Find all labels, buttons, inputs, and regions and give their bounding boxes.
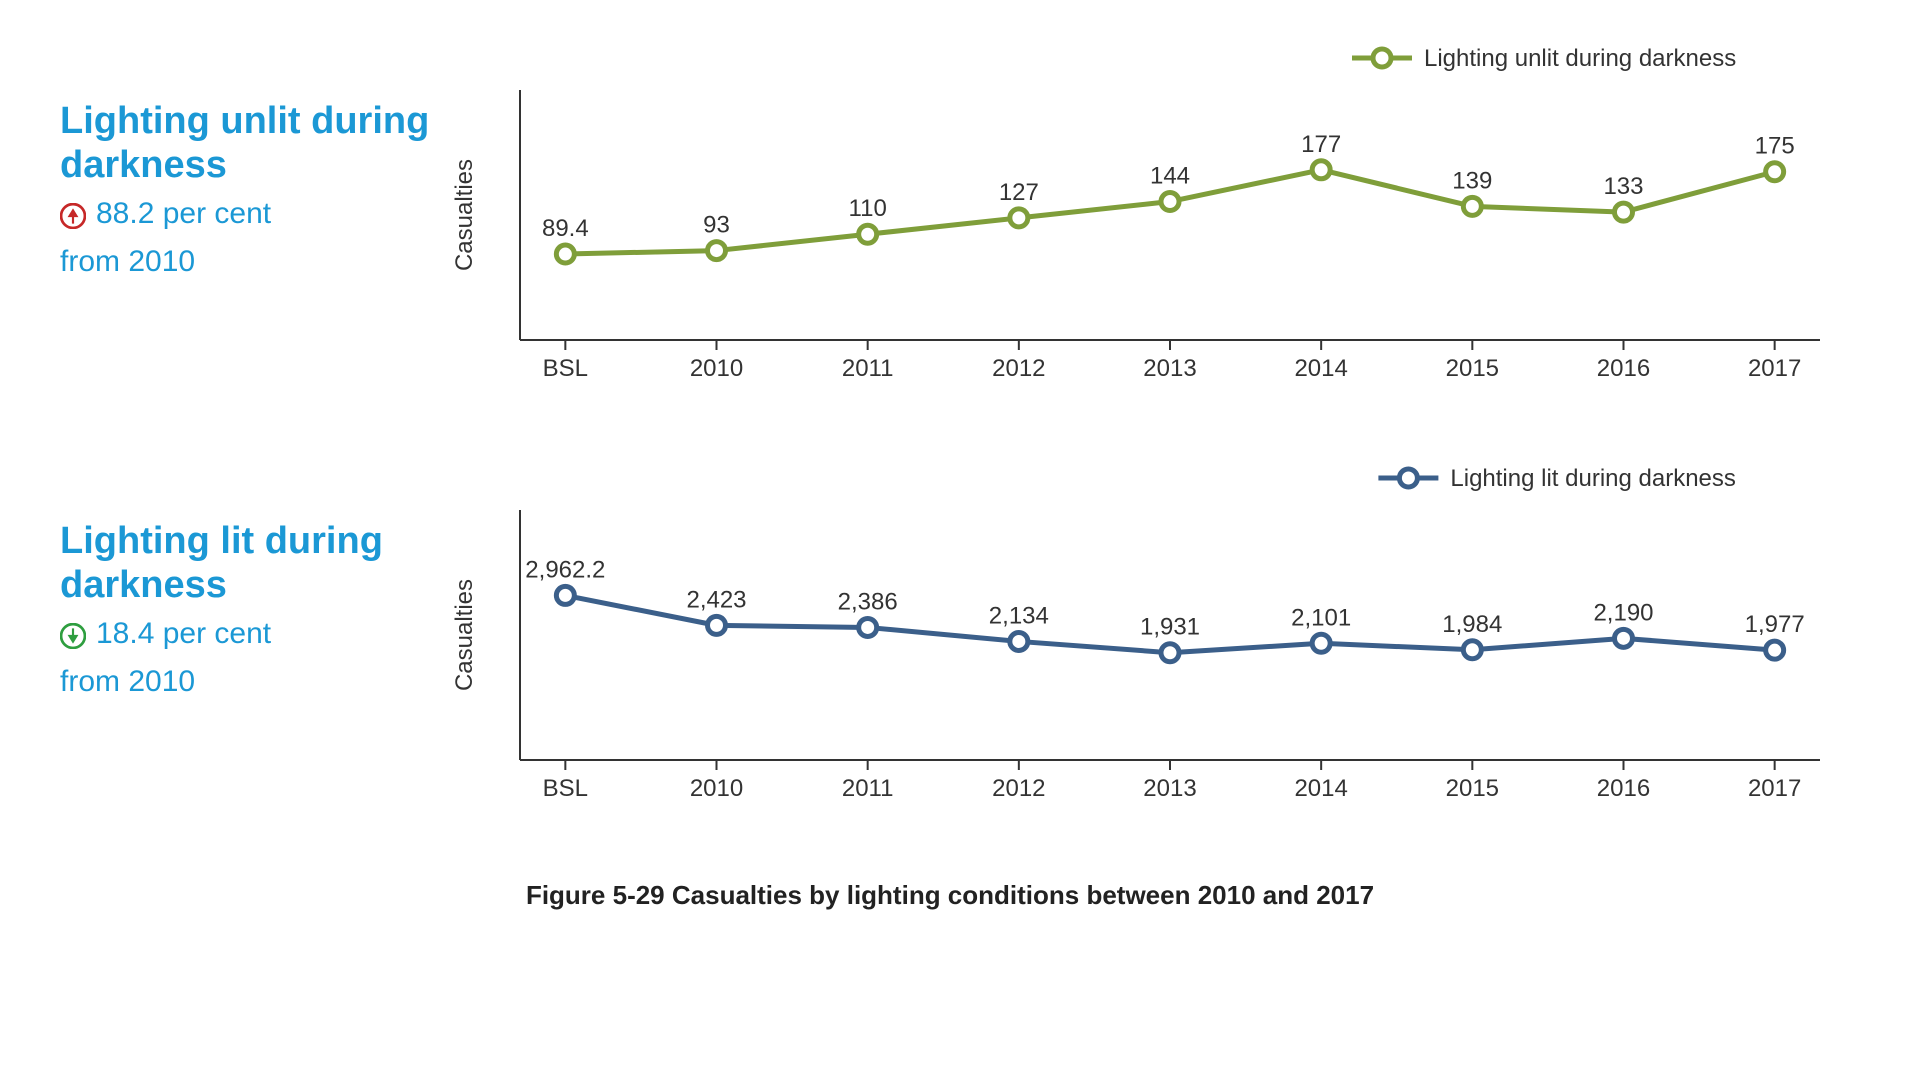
x-tick-label: 2016 [1597, 355, 1650, 382]
data-marker [1312, 634, 1330, 652]
data-label: 2,386 [838, 588, 898, 615]
data-marker [708, 616, 726, 634]
legend-label: Lighting lit during darkness [1450, 465, 1736, 492]
chart-lit: BSL 2010 2011 2012 2013 2014 2015 2016 2017 Casua… [440, 460, 1840, 820]
x-tick-label: 2013 [1143, 355, 1196, 382]
page: Lighting unlit during darkness 88.2 per … [0, 0, 1920, 1080]
data-label: 175 [1755, 133, 1795, 160]
data-marker [859, 618, 877, 636]
summary-subline-lit: 18.4 per cent from 2010 [60, 615, 440, 700]
data-label: 133 [1603, 173, 1643, 200]
data-label: 127 [999, 179, 1039, 206]
chart-svg-unlit: BSL 2010 2011 2012 2013 2014 2015 2016 2017 Casua… [440, 40, 1840, 400]
data-label: 93 [703, 212, 730, 239]
legend-label: Lighting unlit during darkness [1424, 45, 1736, 72]
data-label: 1,977 [1745, 611, 1805, 638]
x-tick-label: BSL [543, 775, 588, 802]
data-label: 89.4 [542, 215, 589, 242]
x-tick-label: 2013 [1143, 775, 1196, 802]
x-tick-label: 2017 [1748, 775, 1801, 802]
data-marker [1614, 203, 1632, 221]
y-axis-label: Casualties [451, 579, 478, 691]
x-tick-label: BSL [543, 355, 588, 382]
summary-lit: Lighting lit during darkness 18.4 per ce… [60, 460, 440, 700]
data-label: 2,962.2 [525, 556, 605, 583]
legend: Lighting lit during darkness [1378, 465, 1736, 492]
data-label: 144 [1150, 163, 1190, 190]
data-marker [1161, 193, 1179, 211]
x-tick-label: 2012 [992, 775, 1045, 802]
x-tick-label: 2011 [842, 355, 894, 382]
data-label: 1,931 [1140, 614, 1200, 641]
data-marker [556, 586, 574, 604]
chart-row-unlit: Lighting unlit during darkness 88.2 per … [60, 40, 1840, 400]
x-tick-label: 2014 [1294, 775, 1347, 802]
summary-from-unlit: from 2010 [60, 243, 440, 281]
chart-row-lit: Lighting lit during darkness 18.4 per ce… [60, 460, 1840, 820]
legend: Lighting unlit during darkness [1352, 45, 1736, 72]
summary-percent-unlit: 88.2 per cent [96, 195, 271, 233]
data-marker [859, 225, 877, 243]
summary-subline-unlit: 88.2 per cent from 2010 [60, 195, 440, 280]
summary-unlit: Lighting unlit during darkness 88.2 per … [60, 40, 440, 280]
data-marker [1312, 161, 1330, 179]
chart-unlit: BSL 2010 2011 2012 2013 2014 2015 2016 2017 Casua… [440, 40, 1840, 400]
data-label: 2,134 [989, 602, 1049, 629]
data-marker [1010, 209, 1028, 227]
data-marker [1766, 641, 1784, 659]
data-marker [1614, 629, 1632, 647]
data-label: 1,984 [1442, 611, 1502, 638]
data-label: 2,423 [686, 586, 746, 613]
summary-percent-lit: 18.4 per cent [96, 615, 271, 653]
data-marker [1463, 641, 1481, 659]
data-label: 110 [849, 195, 887, 222]
data-marker [1161, 644, 1179, 662]
figure-caption: Figure 5-29 Casualties by lighting condi… [60, 880, 1840, 911]
x-tick-label: 2010 [690, 355, 743, 382]
data-label: 2,190 [1593, 599, 1653, 626]
data-marker [1766, 163, 1784, 181]
data-marker [708, 242, 726, 260]
summary-title-unlit: Lighting unlit during darkness [60, 100, 440, 187]
summary-from-lit: from 2010 [60, 663, 440, 701]
x-tick-label: 2010 [690, 775, 743, 802]
chart-svg-lit: BSL 2010 2011 2012 2013 2014 2015 2016 2017 Casua… [440, 460, 1840, 820]
summary-title-lit: Lighting lit during darkness [60, 520, 440, 607]
x-tick-label: 2015 [1446, 355, 1499, 382]
x-tick-label: 2017 [1748, 355, 1801, 382]
arrow-down-icon [60, 621, 86, 647]
data-marker [556, 245, 574, 263]
x-tick-label: 2012 [992, 355, 1045, 382]
data-label: 177 [1301, 131, 1341, 158]
data-marker [1463, 197, 1481, 215]
y-axis-label: Casualties [451, 159, 478, 271]
data-marker [1010, 632, 1028, 650]
x-tick-label: 2011 [842, 775, 894, 802]
x-tick-label: 2016 [1597, 775, 1650, 802]
x-tick-label: 2015 [1446, 775, 1499, 802]
x-tick-label: 2014 [1294, 355, 1347, 382]
arrow-up-icon [60, 201, 86, 227]
data-label: 139 [1452, 167, 1492, 194]
data-label: 2,101 [1291, 604, 1351, 631]
